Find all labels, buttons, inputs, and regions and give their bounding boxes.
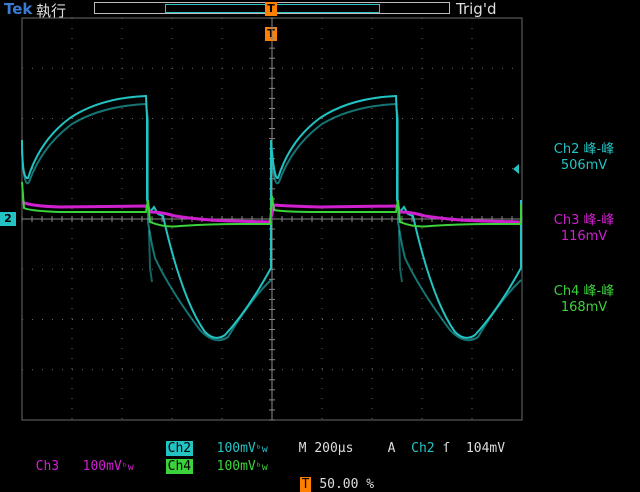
measurement-label: Ch4 峰-峰: [553, 284, 615, 299]
bandwidth-limit-icon: ᵇw: [121, 462, 134, 473]
ch3-scale: 100mV: [82, 459, 122, 474]
ch3-chip: Ch3: [35, 459, 60, 474]
timebase-label: M: [298, 441, 307, 456]
run-state: 執行: [36, 2, 67, 20]
bandwidth-limit-icon: ᵇw: [255, 444, 268, 455]
brand-logo: Tek: [4, 0, 33, 18]
bandwidth-limit-icon: ᵇw: [255, 462, 268, 473]
ch2-readout[interactable]: Ch2 100mVᵇw: [150, 426, 268, 457]
timebase-readout[interactable]: M 200µs: [283, 426, 354, 456]
ch4-readout[interactable]: Ch4 100mVᵇw: [150, 444, 268, 475]
trigger-level: 104mV: [465, 441, 506, 456]
ch3-readout[interactable]: Ch3 100mVᵇw: [20, 444, 134, 475]
trigger-mode-label: A: [387, 441, 396, 456]
trigger-level-marker[interactable]: [513, 164, 519, 174]
timebase-value: 200µs: [314, 441, 354, 456]
trigger-pos-value: 50.00 %: [319, 477, 375, 492]
measurement-ch2-pk-pk: Ch2 峰-峰 506mV: [528, 142, 640, 174]
measurement-ch4-pk-pk: Ch4 峰-峰 168mV: [528, 284, 640, 316]
ch2-trace: [21, 94, 522, 342]
ch2-chip: Ch2: [165, 441, 194, 456]
trigger-readout[interactable]: A Ch2 ſ 104mV: [372, 426, 505, 456]
ch2-ground-marker[interactable]: 2: [0, 212, 16, 226]
trigger-position-readout[interactable]: T 50.00 %: [284, 462, 374, 492]
measurement-value: 168mV: [560, 300, 608, 315]
measurement-ch3-pk-pk: Ch3 峰-峰 116mV: [528, 213, 640, 245]
ch4-trace: [21, 181, 522, 228]
trigger-pos-icon: T: [299, 477, 312, 492]
measurement-value: 506mV: [560, 158, 608, 173]
waveform-display: [21, 17, 523, 421]
trigger-position-marker-top[interactable]: T: [265, 2, 277, 16]
measurement-label: Ch3 峰-峰: [553, 213, 615, 228]
trigger-position-marker[interactable]: T: [265, 27, 277, 41]
trigger-status: Trig'd: [456, 0, 497, 18]
trigger-source: Ch2: [411, 441, 435, 456]
ch4-scale: 100mV: [216, 459, 256, 474]
ch4-chip: Ch4: [165, 459, 194, 474]
trigger-edge-icon: ſ: [442, 441, 451, 456]
ch2-scale: 100mV: [216, 441, 256, 456]
measurement-label: Ch2 峰-峰: [553, 142, 615, 157]
measurement-value: 116mV: [560, 229, 608, 244]
